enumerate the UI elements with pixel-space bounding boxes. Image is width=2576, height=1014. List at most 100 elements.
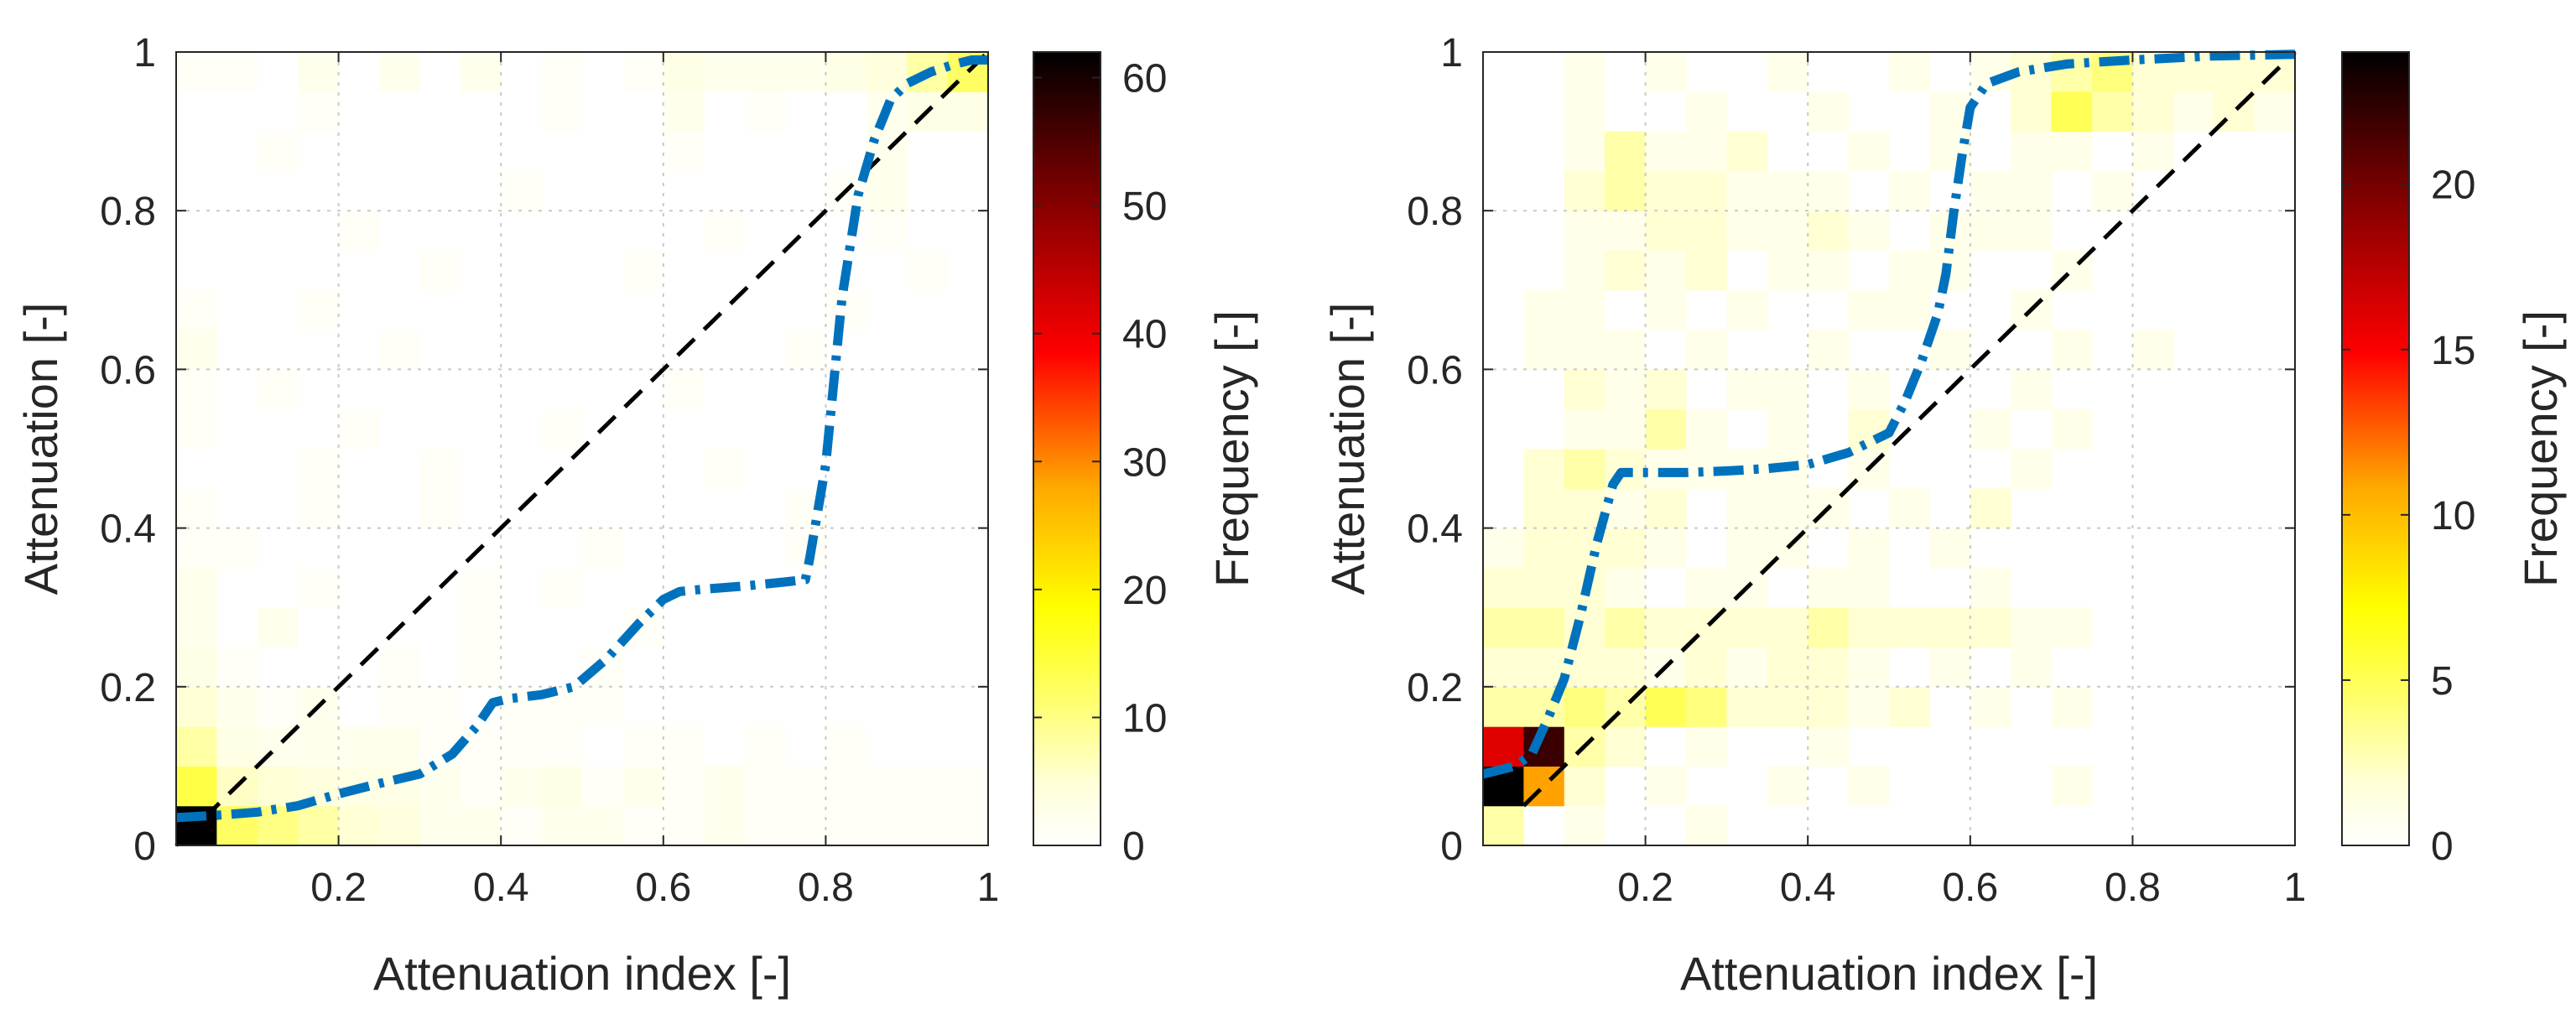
- y-tick-label: 0: [1440, 824, 1463, 869]
- heatmap-cell: [1767, 647, 1808, 688]
- heatmap-cell: [2051, 131, 2093, 172]
- colorbar-tick-label: 20: [1122, 569, 1167, 613]
- heatmap-cell: [622, 805, 664, 846]
- heatmap-cell: [2092, 170, 2133, 211]
- y-tick-label: 0.2: [100, 666, 156, 710]
- heatmap-cell: [1686, 250, 1727, 291]
- heatmap-cell: [1848, 607, 1890, 648]
- heatmap-cell: [257, 131, 299, 172]
- heatmap-cell: [2051, 408, 2093, 450]
- heatmap-cell: [1686, 686, 1727, 727]
- colorbar-tick-label: 10: [1122, 696, 1167, 741]
- heatmap-cell: [2092, 91, 2133, 133]
- heatmap-cell: [1605, 567, 1647, 608]
- heatmap-cell: [176, 686, 217, 727]
- heatmap-cell: [2132, 330, 2174, 370]
- heatmap-cell: [1523, 449, 1565, 489]
- heatmap-cell: [1645, 211, 1687, 252]
- heatmap-cell: [1483, 528, 1524, 569]
- heatmap-cells-right: [1483, 52, 2296, 846]
- heatmap-cell: [2051, 330, 2093, 370]
- heatmap-cell: [298, 449, 340, 489]
- heatmap-cell: [1767, 211, 1808, 252]
- heatmap-cell: [582, 686, 623, 727]
- heatmap-cell: [1645, 408, 1687, 450]
- heatmap-cell: [1848, 647, 1890, 688]
- heatmap-cell: [825, 766, 867, 807]
- heatmap-cell: [501, 726, 543, 767]
- heatmap-cell: [460, 805, 502, 846]
- x-tick-label: 0.4: [473, 866, 529, 910]
- heatmap-cell: [1929, 647, 1971, 688]
- heatmap-cell: [176, 330, 217, 370]
- y-axis-label-right: Attenuation [-]: [1321, 303, 1374, 595]
- heatmap-cell: [176, 408, 217, 450]
- colorbar-right: [2341, 51, 2410, 846]
- heatmap-cell: [785, 52, 826, 92]
- y-tick-label: 0.8: [100, 190, 156, 234]
- heatmap-cell: [2132, 131, 2174, 172]
- heatmap-cell: [2011, 211, 2053, 252]
- heatmap-cell: [338, 805, 380, 846]
- heatmap-cell: [704, 766, 746, 807]
- y-tick-labels-left: 0 0.2 0.4 0.6 0.8 1: [100, 31, 156, 869]
- heatmap-cell: [298, 52, 340, 92]
- heatmap-cell: [176, 52, 217, 92]
- heatmap-cell: [1970, 567, 2011, 608]
- heatmap-cell: [663, 805, 705, 846]
- heatmap-cell: [419, 686, 461, 727]
- heatmap-cell: [176, 488, 217, 529]
- heatmap-cell: [2051, 766, 2093, 807]
- heatmap-cell: [1889, 607, 1930, 648]
- y-tick-labels-right: 0 0.2 0.4 0.6 0.8 1: [1407, 31, 1463, 869]
- heatmap-cell: [1726, 289, 1768, 330]
- y-tick-label: 1: [133, 31, 156, 75]
- colorbar-tick-label: 0: [1122, 824, 1145, 869]
- heatmap-cell: [907, 805, 949, 846]
- heatmap-cell: [866, 211, 908, 252]
- heatmap-cell: [1605, 170, 1647, 211]
- heatmap-cell: [379, 647, 420, 688]
- y-tick-label: 0: [133, 824, 156, 869]
- heatmap-cell: [1726, 131, 1768, 172]
- heatmap-cell: [1726, 211, 1768, 252]
- x-tick-label: 0.6: [1942, 866, 1998, 910]
- heatmap-cell: [460, 766, 502, 807]
- heatmap-cell: [704, 805, 746, 846]
- y-tick-label: 0.6: [1407, 348, 1463, 393]
- x-tick-labels-left: 0.2 0.4 0.6 0.8 1: [310, 866, 999, 910]
- heatmap-cell: [2011, 170, 2053, 211]
- heatmap-cell: [298, 805, 340, 846]
- heatmap-cell: [704, 449, 746, 489]
- heatmap-cell: [1605, 647, 1647, 688]
- heatmap-cell: [298, 567, 340, 608]
- x-tick-label: 0.6: [635, 866, 691, 910]
- heatmap-cell: [663, 91, 705, 133]
- y-tick-label: 0.4: [100, 507, 156, 552]
- heatmap-cell: [907, 766, 949, 807]
- x-tick-label: 0.8: [798, 866, 854, 910]
- heatmap-cell: [1645, 289, 1687, 330]
- heatmap-cell: [1848, 408, 1890, 450]
- heatmap-cell: [1889, 289, 1930, 330]
- heatmap-cell: [2011, 449, 2053, 489]
- heatmap-cell: [1605, 369, 1647, 410]
- heatmap-cell: [338, 211, 380, 252]
- fit-curve-left: [175, 55, 988, 823]
- colorbar-tick-label: 50: [1122, 185, 1167, 229]
- colorbar-tick-labels-left: 0 10 20 30 40 50 60: [1122, 57, 1167, 869]
- heatmap-cell: [825, 726, 867, 767]
- plot-frame-right: [1482, 51, 2296, 846]
- heatmap-cell: [1483, 607, 1524, 648]
- heatmap-cell: [1564, 91, 1605, 133]
- heatmap-cell: [704, 211, 746, 252]
- heatmap-cell: [541, 726, 583, 767]
- colorbar-tick-label: 0: [2431, 824, 2454, 869]
- heatmap-cell: [1645, 369, 1687, 410]
- heatmap-cell: [541, 91, 583, 133]
- heatmap-cell: [866, 766, 908, 807]
- heatmap-cell: [825, 289, 867, 330]
- heatmap-cell: [1564, 52, 1605, 92]
- heatmap-cell: [1483, 805, 1524, 846]
- heatmap-cell: [582, 528, 623, 569]
